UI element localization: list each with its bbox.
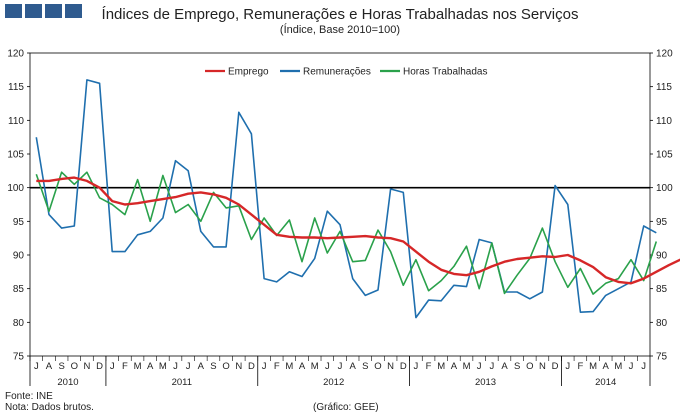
y-tick-label-right: 115: [656, 82, 672, 93]
month-label: A: [451, 361, 458, 372]
year-label: 2013: [475, 377, 496, 388]
month-label: M: [589, 361, 597, 372]
logo: [5, 4, 82, 18]
month-label: S: [210, 361, 216, 372]
y-tick-label-left: 80: [13, 318, 25, 329]
month-label: M: [463, 361, 471, 372]
month-label: O: [71, 361, 78, 372]
y-tick-label-right: 75: [656, 352, 668, 363]
series-line-emprego: [36, 176, 680, 285]
legend: Emprego Remunerações Horas Trabalhadas: [205, 67, 488, 78]
plot-frame: [29, 52, 651, 357]
month-label: J: [565, 361, 570, 372]
month-label: S: [514, 361, 520, 372]
month-label: A: [46, 361, 53, 372]
month-label: O: [222, 361, 229, 372]
legend-label-remuneracoes: Remunerações: [303, 67, 371, 78]
y-tick-label-left: 100: [7, 183, 24, 194]
month-label: A: [349, 361, 356, 372]
y-tick-label-right: 110: [656, 116, 672, 127]
month-label: J: [338, 361, 343, 372]
month-label: J: [110, 361, 115, 372]
y-tick-label-left: 95: [13, 217, 25, 228]
month-label: O: [526, 361, 533, 372]
month-label: D: [552, 361, 559, 372]
month-label: A: [198, 361, 205, 372]
month-label: F: [426, 361, 432, 372]
legend-label-emprego: Emprego: [228, 67, 269, 78]
month-label: A: [299, 361, 306, 372]
y-tick-label-right: 90: [656, 251, 668, 262]
month-label: O: [374, 361, 381, 372]
month-label: D: [96, 361, 103, 372]
series-line-remuneracoes: [35, 79, 657, 319]
month-label: M: [285, 361, 293, 372]
y-tick-label-left: 90: [13, 251, 25, 262]
month-label: J: [477, 361, 482, 372]
y-tick-label-right: 80: [656, 318, 668, 329]
year-label: 2012: [323, 377, 344, 388]
y-tick-label-right: 95: [656, 217, 668, 228]
y-tick-label-left: 105: [7, 150, 24, 161]
y-tick-label-left: 120: [7, 49, 24, 60]
chart-title: Índices de Emprego, Remunerações e Horas…: [101, 6, 579, 23]
month-label: A: [501, 361, 508, 372]
month-label: N: [84, 361, 91, 372]
month-label: N: [387, 361, 394, 372]
year-label: 2014: [595, 377, 616, 388]
month-label: F: [122, 361, 128, 372]
month-label: M: [159, 361, 167, 372]
source-note: Fonte: INE: [5, 391, 53, 402]
month-label: S: [362, 361, 368, 372]
month-label: M: [437, 361, 445, 372]
y-tick-label-left: 115: [8, 82, 24, 93]
y-tick-label-right: 120: [656, 49, 673, 60]
year-label: 2010: [57, 377, 78, 388]
month-label: F: [274, 361, 280, 372]
month-label: D: [248, 361, 255, 372]
month-label: M: [311, 361, 319, 372]
month-label: J: [414, 361, 419, 372]
month-label: J: [641, 361, 646, 372]
month-label: M: [614, 361, 622, 372]
month-label: J: [262, 361, 267, 372]
month-label: A: [603, 361, 610, 372]
month-label: S: [58, 361, 64, 372]
month-label: F: [578, 361, 584, 372]
chart-credit: (Gráfico: GEE): [313, 402, 379, 413]
month-label: J: [325, 361, 330, 372]
month-label: A: [147, 361, 154, 372]
month-label: J: [186, 361, 191, 372]
y-tick-label-right: 105: [656, 150, 673, 161]
month-label: M: [134, 361, 142, 372]
y-tick-label-left: 75: [13, 352, 25, 363]
month-label: J: [489, 361, 494, 372]
chart-footer: Fonte: INE Nota: Dados brutos.: [5, 391, 94, 413]
year-label: 2011: [172, 377, 192, 388]
month-label: J: [629, 361, 634, 372]
month-label: J: [173, 361, 178, 372]
y-tick-label-right: 100: [656, 183, 673, 194]
series-line-horas: [35, 171, 658, 295]
y-tick-label-right: 85: [656, 284, 668, 295]
month-label: N: [235, 361, 242, 372]
chart-subtitle: (Índice, Base 2010=100): [279, 24, 401, 36]
month-label: J: [34, 361, 39, 372]
y-tick-label-left: 110: [8, 116, 24, 127]
legend-label-horas: Horas Trabalhadas: [403, 67, 488, 78]
month-label: D: [400, 361, 407, 372]
data-note: Nota: Dados brutos.: [5, 402, 94, 413]
y-tick-label-left: 85: [13, 284, 25, 295]
month-label: N: [539, 361, 546, 372]
